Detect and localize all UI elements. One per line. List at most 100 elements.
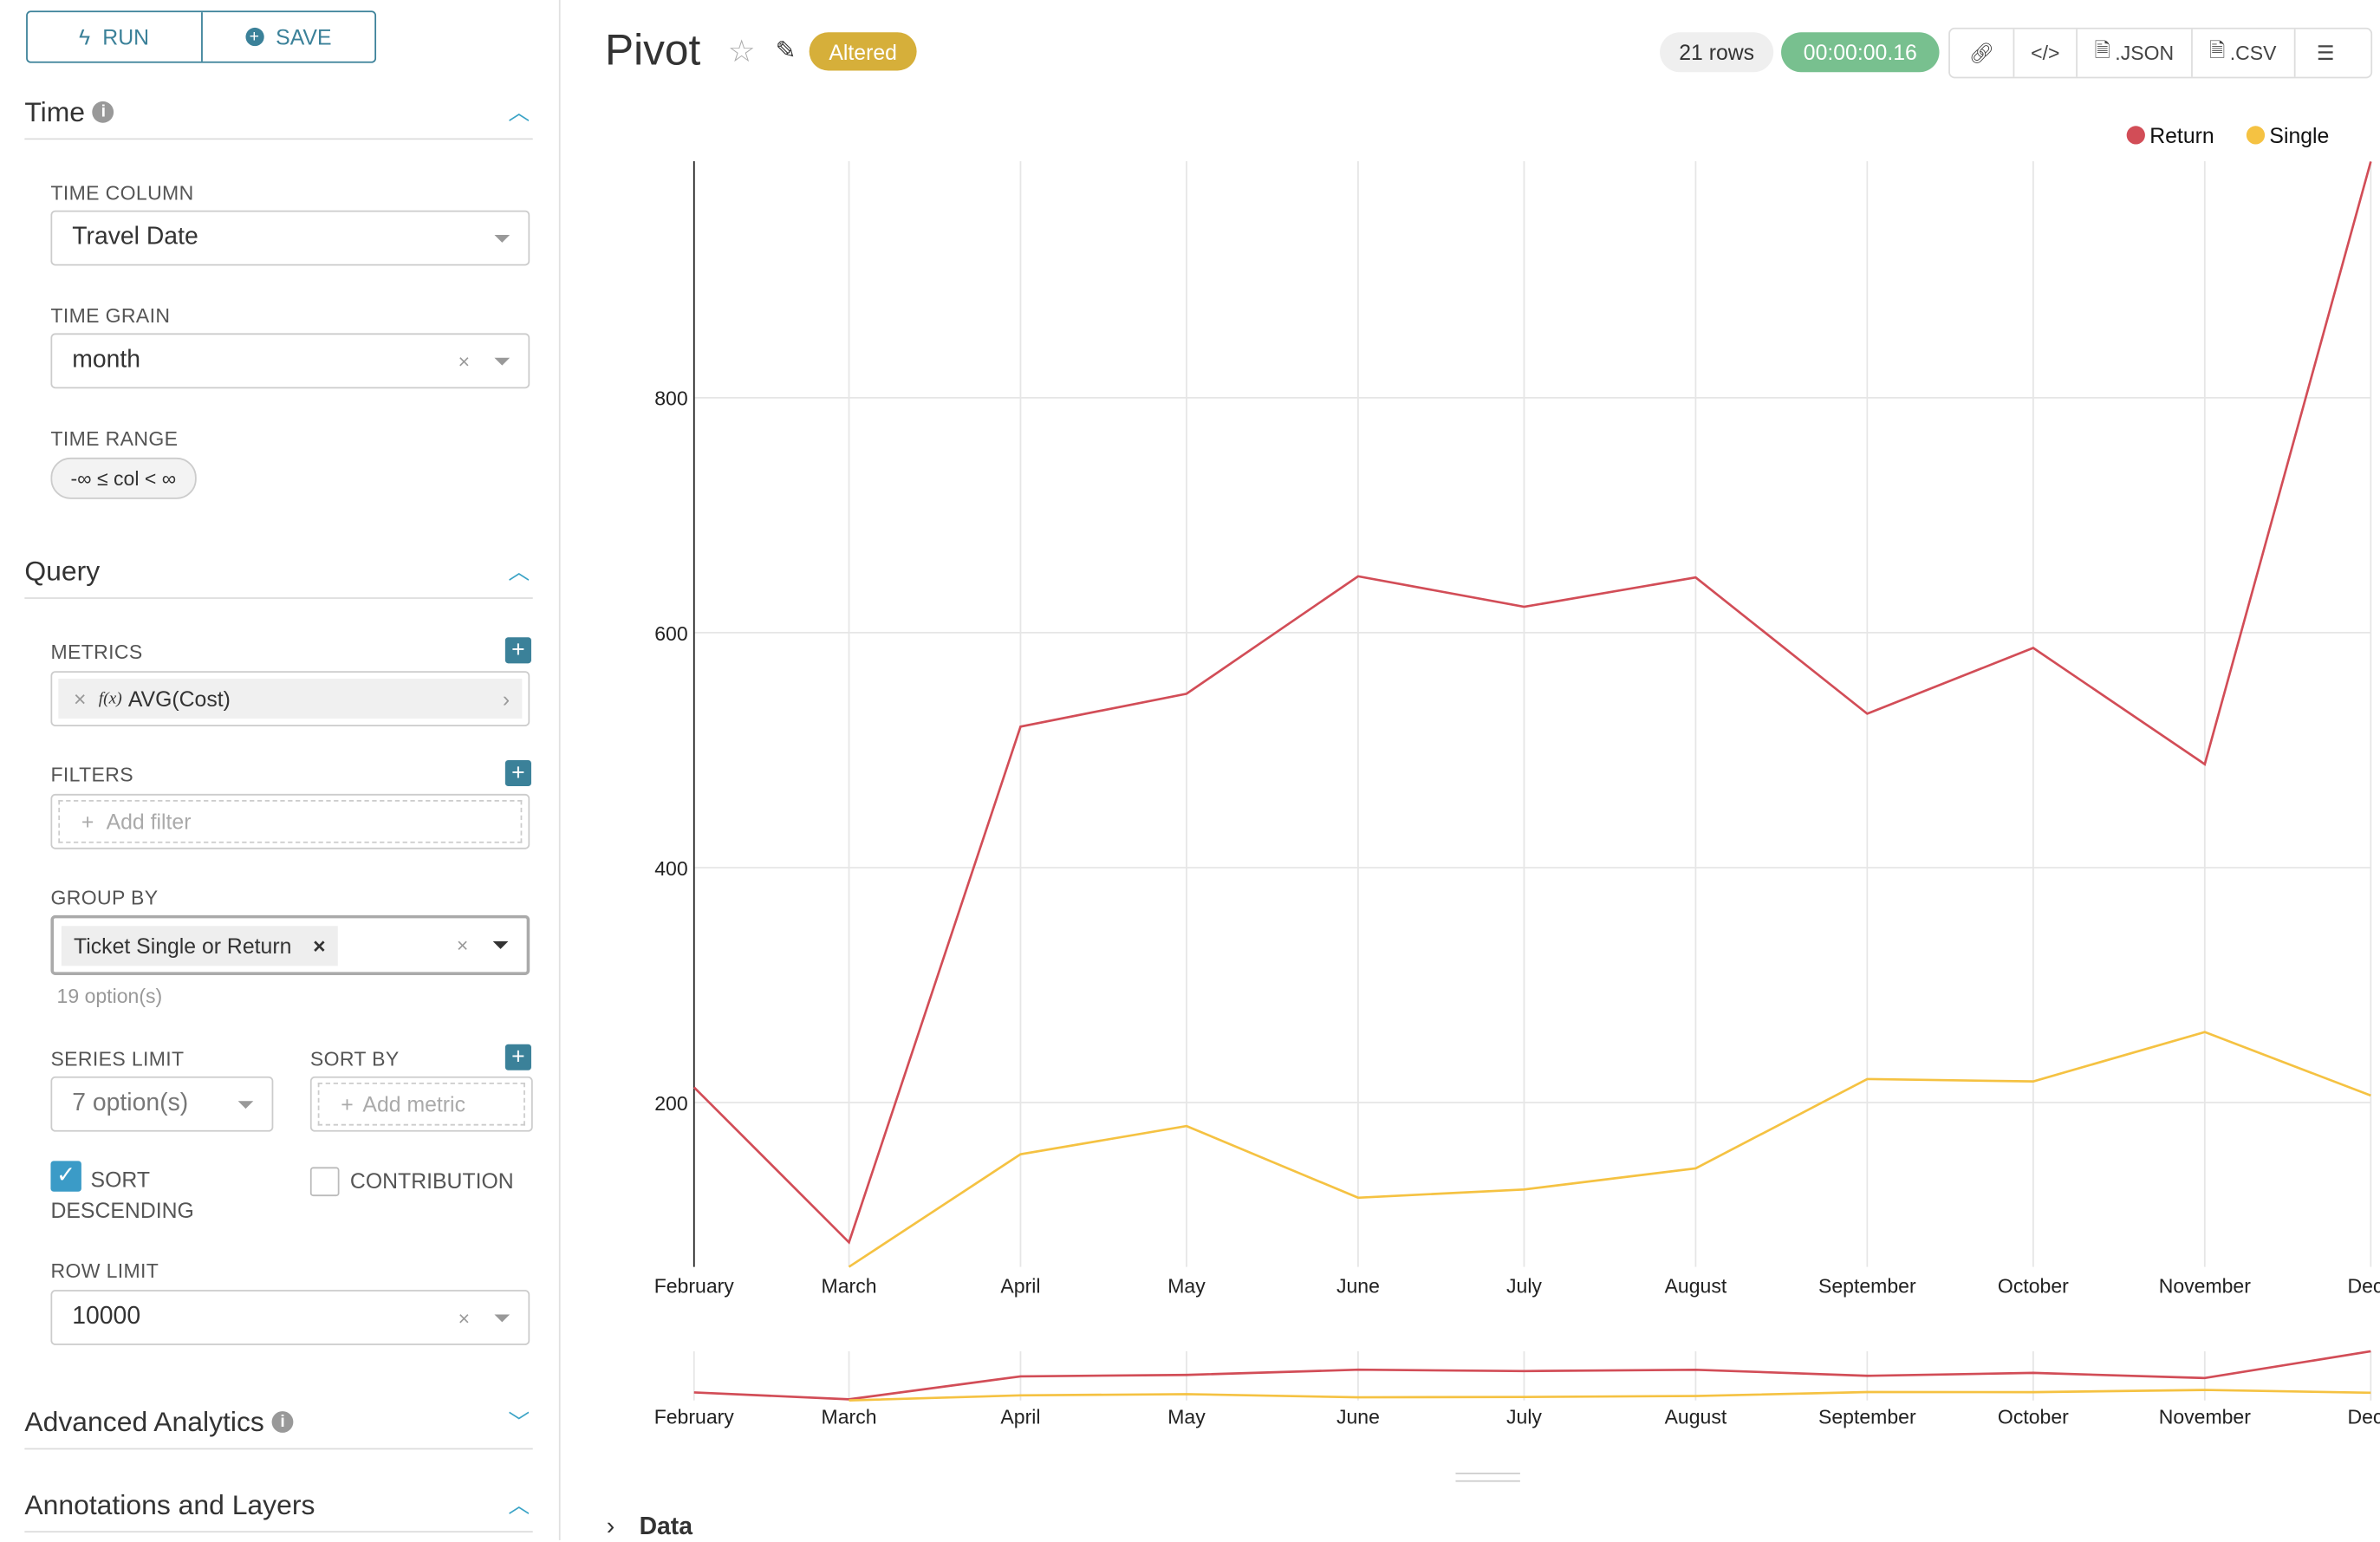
row-limit-select[interactable]: 10000 × bbox=[50, 1290, 530, 1345]
caret-down-icon bbox=[494, 235, 510, 243]
section-title: Advanced Analytics bbox=[24, 1405, 264, 1437]
caret-down-icon bbox=[492, 940, 509, 949]
select-value: 10000 bbox=[72, 1304, 141, 1331]
row-limit-label: ROW LIMIT bbox=[50, 1259, 159, 1283]
chevron-right-icon: › bbox=[606, 1513, 615, 1540]
contribution-checkbox[interactable] bbox=[309, 1167, 340, 1197]
chevron-up-icon[interactable]: ︿ bbox=[508, 558, 530, 584]
annotations-header[interactable]: Annotations and Layers ︿ bbox=[24, 1479, 533, 1533]
brush-series-line-single bbox=[849, 1389, 2371, 1402]
time-column-label: TIME COLUMN bbox=[50, 181, 194, 205]
group-by-label: GROUP BY bbox=[50, 886, 159, 909]
x-tick-label: February bbox=[654, 1275, 735, 1298]
x-tick-label: July bbox=[1506, 1275, 1542, 1298]
x-tick-label: August bbox=[1665, 1275, 1727, 1298]
remove-icon[interactable]: × bbox=[74, 686, 87, 712]
json-button[interactable]: 🗎 .JSON bbox=[2078, 29, 2193, 77]
chevron-right-icon[interactable]: › bbox=[502, 686, 510, 712]
select-value: Travel Date bbox=[72, 224, 198, 250]
query-section-header[interactable]: Query ︿ bbox=[24, 545, 533, 599]
bolt-icon: ϟ bbox=[78, 24, 91, 49]
data-section-toggle[interactable]: › Data bbox=[607, 1514, 693, 1542]
clear-icon[interactable]: × bbox=[458, 1305, 471, 1330]
add-metric-button[interactable]: + Add metric bbox=[317, 1082, 525, 1126]
x-tick-label: June bbox=[1336, 1275, 1380, 1298]
add-metric-button[interactable]: + bbox=[504, 637, 531, 664]
series-limit-select[interactable]: 7 option(s) bbox=[50, 1076, 274, 1132]
x-tick-label: March bbox=[822, 1275, 877, 1298]
link-button[interactable]: 🔗︎ bbox=[1950, 29, 2015, 77]
chevron-up-icon[interactable]: ︿ bbox=[508, 100, 530, 125]
y-tick-label: 200 bbox=[654, 1092, 687, 1115]
section-title: Time bbox=[24, 95, 86, 127]
y-tick-label: 600 bbox=[654, 622, 687, 645]
select-placeholder: 7 option(s) bbox=[72, 1090, 189, 1116]
section-title: Annotations and Layers bbox=[24, 1488, 315, 1519]
advanced-analytics-header[interactable]: Advanced Analytics i ﹀ bbox=[24, 1396, 533, 1450]
metrics-label: METRICS bbox=[50, 640, 143, 664]
x-tick-label: Dece bbox=[2347, 1275, 2379, 1298]
time-range-pill[interactable]: -∞ ≤ col < ∞ bbox=[50, 457, 197, 499]
caret-down-icon bbox=[494, 1314, 510, 1323]
y-tick-label: 800 bbox=[654, 387, 687, 410]
x-tick-label: November bbox=[2159, 1275, 2252, 1298]
time-grain-select[interactable]: month × bbox=[50, 333, 530, 389]
sort-by-field: + Add metric bbox=[309, 1076, 533, 1132]
info-icon: i bbox=[271, 1411, 294, 1433]
clear-icon[interactable]: × bbox=[456, 934, 469, 957]
mini-x-tick-label: February bbox=[654, 1405, 735, 1428]
save-button[interactable]: + SAVE bbox=[200, 12, 374, 62]
group-by-tag: Ticket Single or Return × bbox=[61, 925, 338, 966]
tag-label: Ticket Single or Return bbox=[74, 933, 292, 958]
group-by-select[interactable]: Ticket Single or Return × × bbox=[50, 914, 530, 975]
embed-button[interactable]: </> bbox=[2014, 29, 2078, 77]
csv-button[interactable]: 🗎 .CSV bbox=[2192, 29, 2295, 77]
run-label: RUN bbox=[102, 24, 150, 49]
mini-x-tick-label: March bbox=[822, 1405, 877, 1428]
time-section-header[interactable]: Time i ︿ bbox=[24, 86, 533, 140]
legend-marker-single bbox=[2246, 126, 2266, 145]
metrics-field[interactable]: × f(x) AVG(Cost) › bbox=[50, 671, 530, 726]
clear-icon[interactable]: × bbox=[458, 349, 471, 373]
time-range-label: TIME RANGE bbox=[50, 426, 179, 451]
altered-badge: Altered bbox=[809, 32, 917, 71]
mini-x-tick-label: May bbox=[1167, 1405, 1206, 1428]
star-icon[interactable]: ☆ bbox=[727, 35, 756, 69]
mini-x-tick-label: August bbox=[1665, 1405, 1727, 1428]
add-filter-label: Add filter bbox=[106, 809, 192, 834]
series-line-single bbox=[848, 1031, 2371, 1268]
edit-icon[interactable]: ✎ bbox=[775, 38, 797, 65]
info-icon: i bbox=[92, 101, 114, 123]
remove-tag-icon[interactable]: × bbox=[313, 933, 326, 958]
caret-down-icon bbox=[237, 1101, 254, 1109]
mini-x-tick-label: April bbox=[1000, 1405, 1040, 1428]
time-grain-label: TIME GRAIN bbox=[50, 303, 171, 328]
json-label: .JSON bbox=[2115, 41, 2175, 65]
chart-title: Pivot bbox=[605, 26, 701, 75]
filters-field: + Add filter bbox=[50, 793, 530, 849]
y-tick-label: 400 bbox=[654, 857, 687, 880]
add-filter-button[interactable]: + Add filter bbox=[58, 800, 523, 843]
filters-label: FILTERS bbox=[50, 763, 133, 787]
legend-label-return: Return bbox=[2149, 125, 2214, 148]
time-column-select[interactable]: Travel Date bbox=[50, 210, 530, 266]
timer-badge: 00:00:00.16 bbox=[1781, 32, 1940, 73]
chevron-down-icon[interactable]: ﹀ bbox=[508, 1409, 530, 1435]
menu-button[interactable]: ☰ bbox=[2295, 29, 2357, 77]
metric-tag[interactable]: × f(x) AVG(Cost) › bbox=[58, 679, 523, 719]
options-count: 19 option(s) bbox=[56, 984, 163, 1008]
mini-x-tick-label: October bbox=[1998, 1405, 2069, 1428]
hamburger-icon: ☰ bbox=[2316, 40, 2335, 64]
csv-label: .CSV bbox=[2229, 41, 2277, 65]
file-code-icon: 🗎 bbox=[2094, 37, 2110, 61]
chevron-up-icon[interactable]: ︿ bbox=[508, 1492, 530, 1518]
x-tick-label: October bbox=[1998, 1275, 2069, 1298]
add-filter-plus-button[interactable]: + bbox=[504, 759, 531, 787]
sort-descending-checkbox[interactable]: ✓ bbox=[50, 1161, 81, 1192]
resize-handle[interactable] bbox=[1455, 1472, 1520, 1482]
mini-x-tick-label: November bbox=[2159, 1405, 2252, 1428]
add-sort-button[interactable]: + bbox=[504, 1044, 531, 1070]
sort-by-label: SORT BY bbox=[309, 1047, 400, 1070]
x-tick-label: September bbox=[1818, 1275, 1916, 1298]
run-button[interactable]: ϟ RUN bbox=[28, 12, 200, 62]
